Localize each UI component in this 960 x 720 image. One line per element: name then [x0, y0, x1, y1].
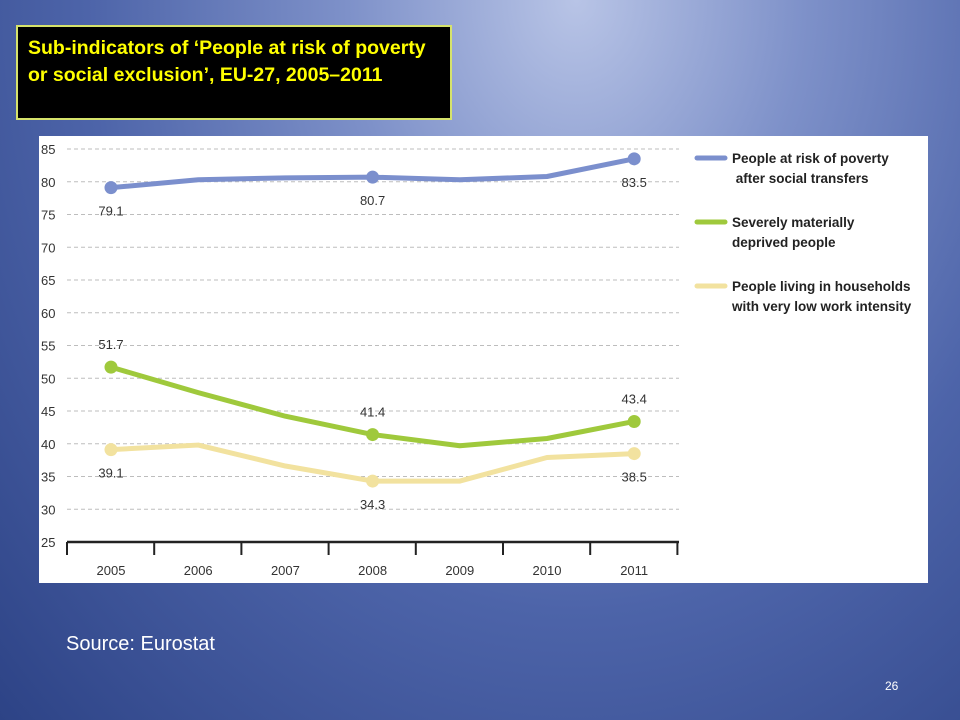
y-tick-label: 75 — [41, 208, 55, 223]
x-tick-label: 2006 — [184, 563, 213, 578]
data-label: 83.5 — [622, 175, 647, 190]
y-tick-label: 80 — [41, 175, 55, 190]
data-point — [627, 447, 641, 461]
data-point — [366, 474, 380, 488]
legend-label: with very low work intensity — [731, 299, 912, 314]
data-point — [627, 152, 641, 166]
data-label: 51.7 — [98, 337, 123, 352]
data-point — [627, 414, 641, 428]
legend-label: deprived people — [732, 235, 836, 250]
data-label: 80.7 — [360, 193, 385, 208]
data-label: 43.4 — [622, 391, 647, 406]
legend-label: Severely materially — [732, 215, 855, 230]
y-tick-label: 30 — [41, 502, 55, 517]
y-tick-label: 55 — [41, 339, 55, 354]
slide-number: 26 — [885, 679, 899, 693]
data-label: 34.3 — [360, 497, 385, 512]
legend-label: People at risk of poverty — [732, 151, 889, 166]
x-tick-label: 2009 — [445, 563, 474, 578]
data-point — [104, 360, 118, 374]
data-point — [366, 428, 380, 442]
y-tick-label: 65 — [41, 273, 55, 288]
y-tick-label: 25 — [41, 535, 55, 550]
x-tick-label: 2005 — [97, 563, 126, 578]
data-label: 38.5 — [622, 470, 647, 485]
x-tick-label: 2010 — [533, 563, 562, 578]
y-tick-label: 60 — [41, 306, 55, 321]
data-label: 79.1 — [98, 204, 123, 219]
line-chart: 85 80 75 70 65 60 55 50 45 40 35 30 25 2005 2006 2007 20… — [41, 142, 912, 578]
source-note: Source: Eurostat — [66, 633, 215, 655]
data-point — [104, 181, 118, 195]
y-tick-label: 85 — [41, 142, 55, 157]
legend-label: People living in households — [732, 279, 911, 294]
x-tick-label: 2011 — [620, 563, 648, 578]
slide-title: Sub-indicators of ‘People at risk of pov… — [16, 25, 452, 120]
y-tick-label: 70 — [41, 240, 55, 255]
x-tick-label: 2008 — [358, 563, 387, 578]
y-tick-label: 45 — [41, 404, 55, 419]
x-tick-label: 2007 — [271, 563, 300, 578]
y-tick-label: 50 — [41, 371, 55, 386]
data-label: 39.1 — [98, 466, 123, 481]
y-tick-label: 40 — [41, 437, 55, 452]
legend-label: after social transfers — [732, 171, 869, 186]
data-point — [104, 443, 118, 457]
data-point — [366, 170, 380, 184]
chart-panel: 85 80 75 70 65 60 55 50 45 40 35 30 25 2005 2006 2007 20… — [39, 136, 928, 583]
y-tick-label: 35 — [41, 470, 55, 485]
data-label: 41.4 — [360, 405, 385, 420]
